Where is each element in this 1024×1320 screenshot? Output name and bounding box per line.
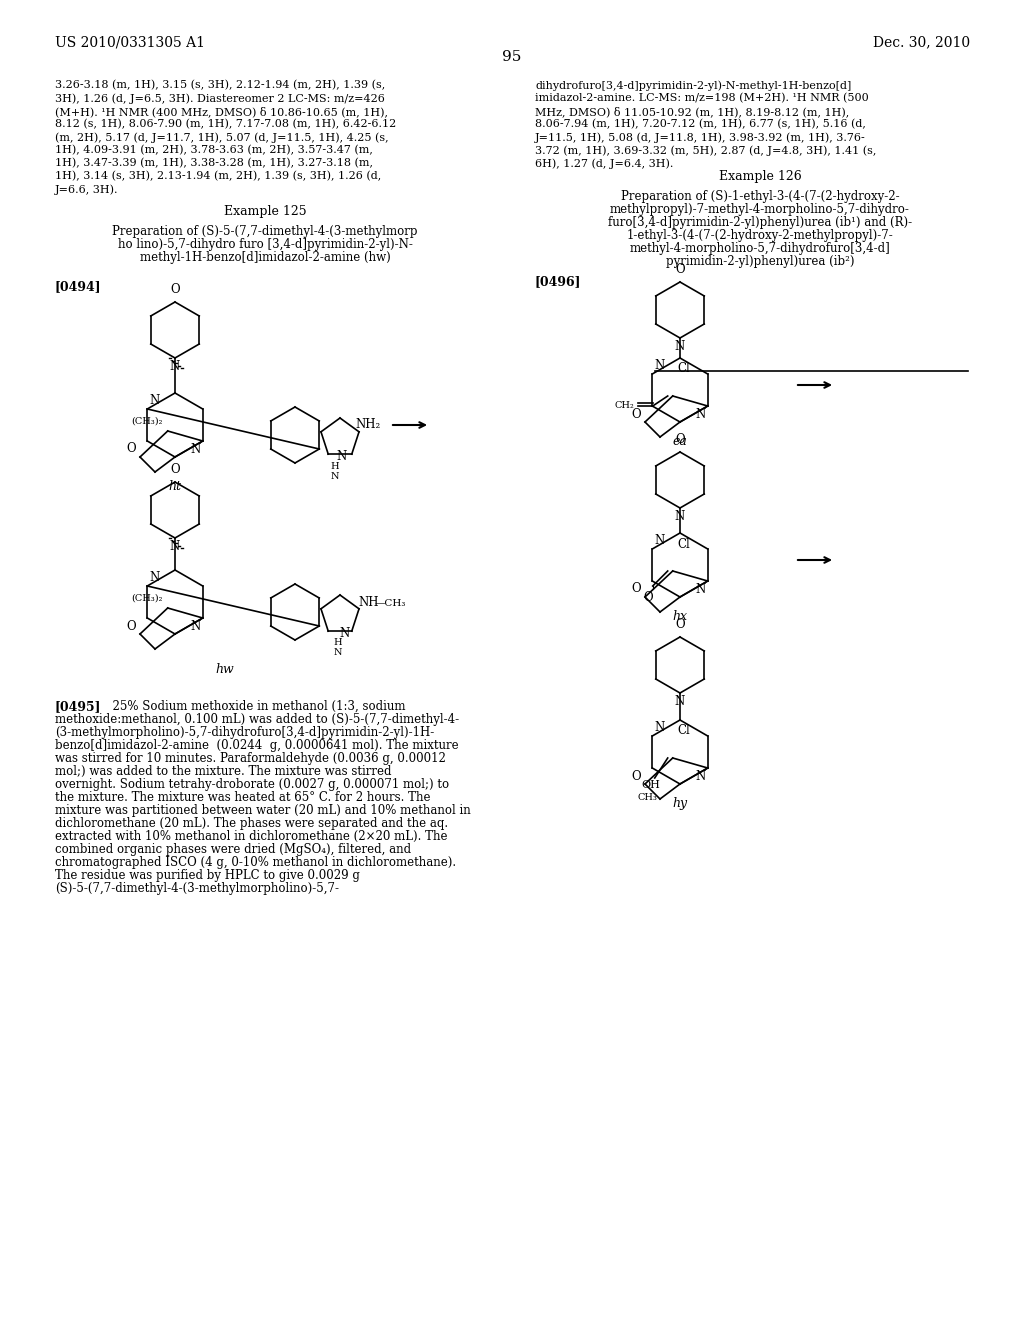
- Text: Cl: Cl: [677, 537, 690, 550]
- Text: Cl: Cl: [677, 363, 690, 375]
- Text: 25% Sodium methoxide in methanol (1:3, sodium: 25% Sodium methoxide in methanol (1:3, s…: [105, 700, 406, 713]
- Text: N: N: [150, 572, 160, 583]
- Text: O: O: [675, 433, 685, 446]
- Text: H
N: H N: [334, 638, 342, 657]
- Text: J=11.5, 1H), 5.08 (d, J=11.8, 1H), 3.98-3.92 (m, 1H), 3.76-: J=11.5, 1H), 5.08 (d, J=11.8, 1H), 3.98-…: [535, 132, 865, 143]
- Text: (m, 2H), 5.17 (d, J=11.7, 1H), 5.07 (d, J=11.5, 1H), 4.25 (s,: (m, 2H), 5.17 (d, J=11.7, 1H), 5.07 (d, …: [55, 132, 389, 143]
- Text: N: N: [675, 510, 685, 523]
- Text: US 2010/0331305 A1: US 2010/0331305 A1: [55, 36, 205, 49]
- Text: mol;) was added to the mixture. The mixture was stirred: mol;) was added to the mixture. The mixt…: [55, 766, 391, 777]
- Text: O: O: [632, 582, 641, 595]
- Text: N: N: [654, 359, 665, 372]
- Text: CH₂: CH₂: [615, 400, 635, 409]
- Text: extracted with 10% methanol in dichloromethane (2×20 mL). The: extracted with 10% methanol in dichlorom…: [55, 830, 447, 843]
- Text: hw: hw: [216, 663, 234, 676]
- Text: N: N: [654, 535, 665, 546]
- Text: methylpropyl)-7-methyl-4-morpholino-5,7-dihydro-: methylpropyl)-7-methyl-4-morpholino-5,7-…: [610, 203, 910, 216]
- Text: methyl-4-morpholino-5,7-dihydrofuro[3,4-d]: methyl-4-morpholino-5,7-dihydrofuro[3,4-…: [630, 242, 891, 255]
- Text: 1H), 4.09-3.91 (m, 2H), 3.78-3.63 (m, 2H), 3.57-3.47 (m,: 1H), 4.09-3.91 (m, 2H), 3.78-3.63 (m, 2H…: [55, 145, 373, 156]
- Text: [0494]: [0494]: [55, 280, 101, 293]
- Text: 95: 95: [503, 50, 521, 63]
- Text: The residue was purified by HPLC to give 0.0029 g: The residue was purified by HPLC to give…: [55, 869, 359, 882]
- Text: hx: hx: [673, 610, 687, 623]
- Text: 3.72 (m, 1H), 3.69-3.32 (m, 5H), 2.87 (d, J=4.8, 3H), 1.41 (s,: 3.72 (m, 1H), 3.69-3.32 (m, 5H), 2.87 (d…: [535, 145, 877, 156]
- Text: ht: ht: [169, 480, 181, 492]
- Text: (S)-5-(7,7-dimethyl-4-(3-methylmorpholino)-5,7-: (S)-5-(7,7-dimethyl-4-(3-methylmorpholin…: [55, 882, 339, 895]
- Text: [0495]: [0495]: [55, 700, 101, 713]
- Text: combined organic phases were dried (MgSO₄), filtered, and: combined organic phases were dried (MgSO…: [55, 843, 411, 855]
- Text: N: N: [675, 696, 685, 708]
- Text: furo[3,4-d]pyrimidin-2-yl)phenyl)urea (ib¹) and (R)-: furo[3,4-d]pyrimidin-2-yl)phenyl)urea (i…: [608, 216, 912, 228]
- Text: chromatographed ISCO (4 g, 0-10% methanol in dichloromethane).: chromatographed ISCO (4 g, 0-10% methano…: [55, 855, 456, 869]
- Text: Dec. 30, 2010: Dec. 30, 2010: [872, 36, 970, 49]
- Text: N: N: [675, 341, 685, 352]
- Text: 1H), 3.14 (s, 3H), 2.13-1.94 (m, 2H), 1.39 (s, 3H), 1.26 (d,: 1H), 3.14 (s, 3H), 2.13-1.94 (m, 2H), 1.…: [55, 172, 381, 181]
- Text: Preparation of (S)-5-(7,7-dimethyl-4-(3-methylmorp: Preparation of (S)-5-(7,7-dimethyl-4-(3-…: [113, 224, 418, 238]
- Text: 8.12 (s, 1H), 8.06-7.90 (m, 1H), 7.17-7.08 (m, 1H), 6.42-6.12: 8.12 (s, 1H), 8.06-7.90 (m, 1H), 7.17-7.…: [55, 119, 396, 129]
- Text: N: N: [190, 444, 201, 455]
- Text: N: N: [337, 450, 347, 463]
- Text: J=6.6, 3H).: J=6.6, 3H).: [55, 183, 119, 194]
- Text: N: N: [654, 721, 665, 734]
- Text: pyrimidin-2-yl)phenyl)urea (ib²): pyrimidin-2-yl)phenyl)urea (ib²): [666, 255, 854, 268]
- Text: mixture was partitioned between water (20 mL) and 10% methanol in: mixture was partitioned between water (2…: [55, 804, 471, 817]
- Text: 1-ethyl-3-(4-(7-(2-hydroxy-2-methylpropyl)-7-: 1-ethyl-3-(4-(7-(2-hydroxy-2-methylpropy…: [627, 228, 893, 242]
- Text: MHz, DMSO) δ 11.05-10.92 (m, 1H), 8.19-8.12 (m, 1H),: MHz, DMSO) δ 11.05-10.92 (m, 1H), 8.19-8…: [535, 106, 849, 116]
- Text: O: O: [632, 408, 641, 421]
- Text: Cl: Cl: [677, 725, 690, 738]
- Text: N: N: [695, 583, 706, 597]
- Text: 1H), 3.47-3.39 (m, 1H), 3.38-3.28 (m, 1H), 3.27-3.18 (m,: 1H), 3.47-3.39 (m, 1H), 3.38-3.28 (m, 1H…: [55, 158, 373, 169]
- Text: overnight. Sodium tetrahy-droborate (0.0027 g, 0.000071 mol;) to: overnight. Sodium tetrahy-droborate (0.0…: [55, 777, 450, 791]
- Text: N: N: [695, 770, 706, 783]
- Text: N: N: [150, 393, 160, 407]
- Text: NH: NH: [358, 595, 379, 609]
- Text: ea: ea: [673, 436, 687, 447]
- Text: Example 126: Example 126: [719, 170, 802, 183]
- Text: imidazol-2-amine. LC-MS: m/z=198 (M+2H). ¹H NMR (500: imidazol-2-amine. LC-MS: m/z=198 (M+2H).…: [535, 92, 868, 103]
- Text: benzo[d]imidazol-2-amine  (0.0244  g, 0.0000641 mol). The mixture: benzo[d]imidazol-2-amine (0.0244 g, 0.00…: [55, 739, 459, 752]
- Text: O: O: [170, 463, 180, 477]
- Text: (M+H). ¹H NMR (400 MHz, DMSO) δ 10.86-10.65 (m, 1H),: (M+H). ¹H NMR (400 MHz, DMSO) δ 10.86-10…: [55, 106, 388, 116]
- Text: O: O: [643, 591, 652, 605]
- Text: OH: OH: [641, 780, 660, 789]
- Text: NH₂: NH₂: [355, 418, 380, 432]
- Text: (CH₃)₂: (CH₃)₂: [131, 417, 163, 426]
- Text: O: O: [170, 282, 180, 296]
- Text: 3H), 1.26 (d, J=6.5, 3H). Diastereomer 2 LC-MS: m/z=426: 3H), 1.26 (d, J=6.5, 3H). Diastereomer 2…: [55, 92, 385, 103]
- Text: N: N: [695, 408, 706, 421]
- Text: (CH₃)₂: (CH₃)₂: [131, 594, 163, 603]
- Text: 8.06-7.94 (m, 1H), 7.20-7.12 (m, 1H), 6.77 (s, 1H), 5.16 (d,: 8.06-7.94 (m, 1H), 7.20-7.12 (m, 1H), 6.…: [535, 119, 866, 129]
- Text: 6H), 1.27 (d, J=6.4, 3H).: 6H), 1.27 (d, J=6.4, 3H).: [535, 158, 674, 169]
- Text: methyl-1H-benzo[d]imidazol-2-amine (hw): methyl-1H-benzo[d]imidazol-2-amine (hw): [139, 251, 390, 264]
- Text: H
N: H N: [331, 462, 339, 482]
- Text: the mixture. The mixture was heated at 65° C. for 2 hours. The: the mixture. The mixture was heated at 6…: [55, 791, 430, 804]
- Text: ho lino)-5,7-dihydro furo [3,4-d]pyrimidin-2-yl)-N-: ho lino)-5,7-dihydro furo [3,4-d]pyrimid…: [118, 238, 413, 251]
- Text: Preparation of (S)-1-ethyl-3-(4-(7-(2-hydroxy-2-: Preparation of (S)-1-ethyl-3-(4-(7-(2-hy…: [621, 190, 899, 203]
- Text: dihydrofuro[3,4-d]pyrimidin-2-yl)-N-methyl-1H-benzo[d]: dihydrofuro[3,4-d]pyrimidin-2-yl)-N-meth…: [535, 81, 851, 91]
- Text: 3.26-3.18 (m, 1H), 3.15 (s, 3H), 2.12-1.94 (m, 2H), 1.39 (s,: 3.26-3.18 (m, 1H), 3.15 (s, 3H), 2.12-1.…: [55, 81, 385, 90]
- Text: O: O: [632, 770, 641, 783]
- Text: hy: hy: [673, 797, 687, 810]
- Text: N: N: [170, 540, 180, 553]
- Text: N: N: [340, 627, 350, 640]
- Text: N: N: [170, 360, 180, 374]
- Text: O: O: [675, 618, 685, 631]
- Text: methoxide:methanol, 0.100 mL) was added to (S)-5-(7,7-dimethyl-4-: methoxide:methanol, 0.100 mL) was added …: [55, 713, 459, 726]
- Text: —CH₃: —CH₃: [375, 599, 407, 609]
- Text: O: O: [675, 263, 685, 276]
- Text: dichloromethane (20 mL). The phases were separated and the aq.: dichloromethane (20 mL). The phases were…: [55, 817, 449, 830]
- Text: [0496]: [0496]: [535, 275, 582, 288]
- Text: N: N: [190, 620, 201, 634]
- Text: O: O: [126, 442, 136, 455]
- Text: Example 125: Example 125: [223, 205, 306, 218]
- Text: (3-methylmorpholino)-5,7-dihydrofuro[3,4-d]pyrimidin-2-yl)-1H-: (3-methylmorpholino)-5,7-dihydrofuro[3,4…: [55, 726, 434, 739]
- Text: CH₃: CH₃: [638, 793, 657, 803]
- Text: was stirred for 10 minutes. Paraformaldehyde (0.0036 g, 0.00012: was stirred for 10 minutes. Paraformalde…: [55, 752, 445, 766]
- Text: O: O: [126, 619, 136, 632]
